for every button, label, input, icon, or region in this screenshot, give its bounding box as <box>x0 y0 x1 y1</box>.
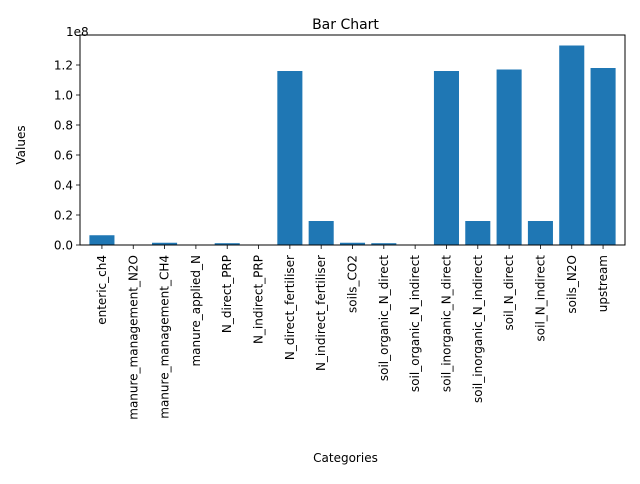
x-tick-label: N_direct_fertiliser <box>283 255 297 360</box>
x-tick-label: upstream <box>596 255 610 312</box>
x-tick-label: soil_N_indirect <box>533 255 547 342</box>
y-tick-label: 1.2 <box>54 59 73 73</box>
plot-area-frame <box>80 35 625 245</box>
y-axis-label: Values <box>14 125 28 164</box>
bar-N_direct_fertiliser <box>277 71 302 245</box>
chart-title: Bar Chart <box>312 17 379 33</box>
y-tick-label: 0.2 <box>54 209 73 223</box>
x-tick-label: enteric_ch4 <box>95 255 109 325</box>
x-tick-label: soil_N_direct <box>502 255 516 331</box>
x-tick-label: soils_N2O <box>565 255 579 314</box>
bars-group <box>89 46 615 246</box>
x-tick-label: manure_management_CH4 <box>158 255 172 419</box>
bar-upstream <box>591 68 616 245</box>
x-tick-label: manure_applied_N <box>189 255 203 367</box>
y-axis-ticks: 0.0 0.2 0.4 0.6 0.8 1.0 1.2 <box>54 59 80 253</box>
x-tick-label: N_indirect_fertiliser <box>314 255 328 371</box>
y-tick-label: 0.6 <box>54 149 73 163</box>
x-axis-label: Categories <box>313 451 378 465</box>
bar-soil_N_indirect <box>528 221 553 245</box>
y-axis-offset-label: 1e8 <box>66 25 89 39</box>
x-tick-label: soil_inorganic_N_direct <box>439 255 453 392</box>
bar-N_indirect_fertiliser <box>309 221 334 245</box>
x-axis-ticks: enteric_ch4 manure_management_N2O manure_m… <box>95 245 610 420</box>
x-tick-label: soil_organic_N_direct <box>377 255 391 381</box>
y-tick-label: 0.8 <box>54 119 73 133</box>
x-tick-label: soil_inorganic_N_indirect <box>471 255 485 403</box>
x-tick-label: manure_management_N2O <box>126 255 140 420</box>
x-tick-label: soils_CO2 <box>346 255 360 313</box>
bar-enteric_ch4 <box>89 235 114 245</box>
x-tick-label: soil_organic_N_indirect <box>408 255 422 392</box>
y-tick-label: 0.0 <box>54 239 73 253</box>
y-tick-label: 0.4 <box>54 179 73 193</box>
bar-soil_inorganic_N_direct <box>434 71 459 245</box>
bar-soil_inorganic_N_indirect <box>465 221 490 245</box>
bar-soil_N_direct <box>497 70 522 246</box>
x-tick-label: N_direct_PRP <box>220 255 234 333</box>
y-tick-label: 1.0 <box>54 89 73 103</box>
bar-soils_N2O <box>559 46 584 246</box>
x-tick-label: N_indirect_PRP <box>252 255 266 344</box>
